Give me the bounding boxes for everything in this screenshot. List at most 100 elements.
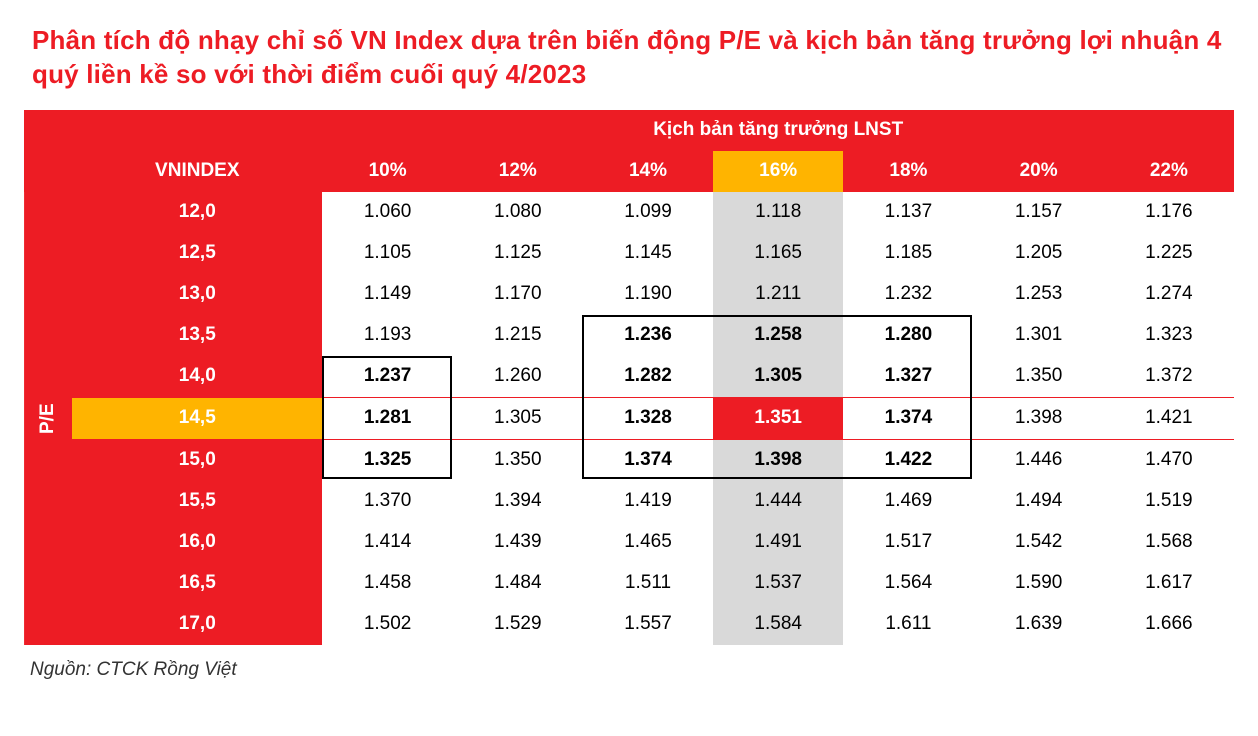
cell-0-2: 1.099 [583,192,713,233]
cell-10-5: 1.639 [974,604,1104,645]
row-header-1: 12,5 [72,233,322,274]
cell-4-4: 1.327 [843,356,973,398]
cell-10-6: 1.666 [1104,604,1234,645]
row-header-8: 16,0 [72,522,322,563]
cell-7-2: 1.419 [583,481,713,522]
cell-0-0: 1.060 [322,192,452,233]
cell-4-3: 1.305 [713,356,843,398]
data-row: 17,0 1.502 1.529 1.557 1.584 1.611 1.639… [24,604,1234,645]
corner-blank-1 [24,110,72,151]
cell-6-1: 1.350 [453,439,583,481]
pe-axis-label: P/E [24,192,72,645]
col-header-6: 22% [1104,151,1234,192]
cell-6-0: 1.325 [322,439,452,481]
cell-1-1: 1.125 [453,233,583,274]
cell-8-2: 1.465 [583,522,713,563]
cell-4-2: 1.282 [583,356,713,398]
sensitivity-table: Kịch bản tăng trưởng LNST VNINDEX 10% 12… [24,110,1234,645]
cell-1-4: 1.185 [843,233,973,274]
row-header-5: 14,5 [72,397,322,439]
data-row: 12,5 1.105 1.125 1.145 1.165 1.185 1.205… [24,233,1234,274]
cell-3-6: 1.323 [1104,315,1234,356]
cell-8-6: 1.568 [1104,522,1234,563]
cell-8-4: 1.517 [843,522,973,563]
cell-0-6: 1.176 [1104,192,1234,233]
cell-9-4: 1.564 [843,563,973,604]
col-header-2: 14% [583,151,713,192]
sensitivity-table-wrapper: Kịch bản tăng trưởng LNST VNINDEX 10% 12… [24,110,1234,645]
cell-1-3: 1.165 [713,233,843,274]
col-blank-12 [453,110,583,151]
cell-6-5: 1.446 [974,439,1104,481]
cell-6-4: 1.422 [843,439,973,481]
header-row-2: VNINDEX 10% 12% 14% 16% 18% 20% 22% [24,151,1234,192]
cell-8-3: 1.491 [713,522,843,563]
data-row: 13,0 1.149 1.170 1.190 1.211 1.232 1.253… [24,274,1234,315]
cell-5-4: 1.374 [843,397,973,439]
data-row: 15,5 1.370 1.394 1.419 1.444 1.469 1.494… [24,481,1234,522]
cell-3-2: 1.236 [583,315,713,356]
col-header-5: 20% [974,151,1104,192]
cell-4-0: 1.237 [322,356,452,398]
data-row: 15,0 1.325 1.350 1.374 1.398 1.422 1.446… [24,439,1234,481]
cell-10-2: 1.557 [583,604,713,645]
row-header-9: 16,5 [72,563,322,604]
cell-3-3: 1.258 [713,315,843,356]
cell-9-1: 1.484 [453,563,583,604]
corner-blank-2 [72,110,322,151]
cell-1-0: 1.105 [322,233,452,274]
cell-6-6: 1.470 [1104,439,1234,481]
page-title: Phân tích độ nhạy chỉ số VN Index dựa tr… [32,24,1226,92]
cell-2-5: 1.253 [974,274,1104,315]
col-header-4: 18% [843,151,973,192]
cell-2-3: 1.211 [713,274,843,315]
cell-7-1: 1.394 [453,481,583,522]
vnindex-label: VNINDEX [72,151,322,192]
cell-8-0: 1.414 [322,522,452,563]
cell-0-4: 1.137 [843,192,973,233]
data-row: 13,5 1.193 1.215 1.236 1.258 1.280 1.301… [24,315,1234,356]
cell-5-6: 1.421 [1104,397,1234,439]
cell-2-2: 1.190 [583,274,713,315]
cell-5-0: 1.281 [322,397,452,439]
data-row: 16,0 1.414 1.439 1.465 1.491 1.517 1.542… [24,522,1234,563]
cell-7-4: 1.469 [843,481,973,522]
data-row-highlight: 14,5 1.281 1.305 1.328 1.351 1.374 1.398… [24,397,1234,439]
col-header-0: 10% [322,151,452,192]
cell-4-5: 1.350 [974,356,1104,398]
cell-6-3: 1.398 [713,439,843,481]
header-row-1: Kịch bản tăng trưởng LNST [24,110,1234,151]
cell-3-0: 1.193 [322,315,452,356]
cell-9-5: 1.590 [974,563,1104,604]
data-row: 16,5 1.458 1.484 1.511 1.537 1.564 1.590… [24,563,1234,604]
row-header-0: 12,0 [72,192,322,233]
cell-10-3: 1.584 [713,604,843,645]
cell-10-4: 1.611 [843,604,973,645]
cell-8-5: 1.542 [974,522,1104,563]
row-header-10: 17,0 [72,604,322,645]
data-row: 14,0 1.237 1.260 1.282 1.305 1.327 1.350… [24,356,1234,398]
cell-0-1: 1.080 [453,192,583,233]
col-header-1: 12% [453,151,583,192]
cell-9-3: 1.537 [713,563,843,604]
row-header-2: 13,0 [72,274,322,315]
cell-5-2: 1.328 [583,397,713,439]
cell-4-6: 1.372 [1104,356,1234,398]
cell-9-0: 1.458 [322,563,452,604]
cell-5-3-intersection: 1.351 [713,397,843,439]
cell-3-5: 1.301 [974,315,1104,356]
cell-10-0: 1.502 [322,604,452,645]
cell-0-5: 1.157 [974,192,1104,233]
cell-1-5: 1.205 [974,233,1104,274]
cell-9-2: 1.511 [583,563,713,604]
col-blank-20 [974,110,1104,151]
row-header-3: 13,5 [72,315,322,356]
col-blank-22 [1104,110,1234,151]
cell-5-5: 1.398 [974,397,1104,439]
cell-1-2: 1.145 [583,233,713,274]
cell-2-4: 1.232 [843,274,973,315]
corner-blank-3 [24,151,72,192]
cell-7-6: 1.519 [1104,481,1234,522]
row-header-4: 14,0 [72,356,322,398]
source-line: Nguồn: CTCK Rồng Việt [30,659,1234,681]
